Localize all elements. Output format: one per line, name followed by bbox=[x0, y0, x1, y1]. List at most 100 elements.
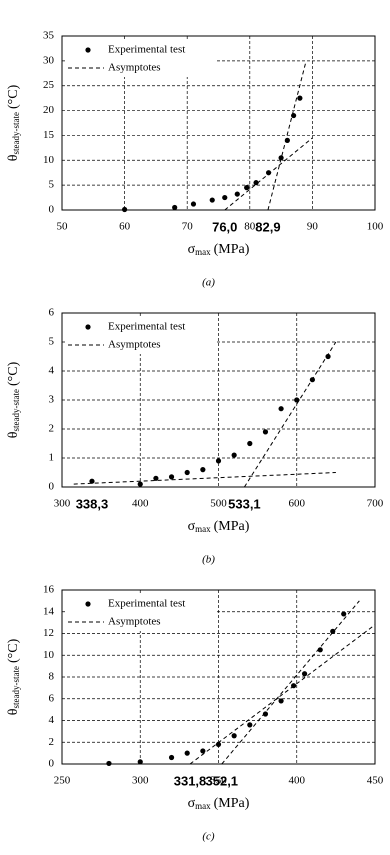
legend-label: Experimental test bbox=[108, 321, 185, 333]
data-point bbox=[231, 452, 237, 458]
y-tick-label: 6 bbox=[49, 692, 55, 704]
y-tick-label: 2 bbox=[49, 736, 55, 748]
y-tick-label: 4 bbox=[49, 365, 55, 377]
legend-label: Asymptotes bbox=[108, 339, 161, 351]
data-point bbox=[262, 711, 269, 717]
data-point bbox=[153, 475, 159, 481]
y-label-subscript: steady-state bbox=[11, 112, 21, 154]
data-point bbox=[215, 458, 222, 464]
annotation: 533,1 bbox=[228, 496, 261, 511]
legend-box bbox=[65, 593, 215, 631]
y-tick-label: 15 bbox=[43, 129, 55, 141]
data-point bbox=[168, 754, 175, 761]
x-tick-label: 400 bbox=[132, 498, 149, 510]
y-label-unit: (°C) bbox=[6, 84, 21, 109]
x-label-symbol: σ bbox=[188, 796, 196, 811]
legend-marker bbox=[85, 324, 91, 330]
x-tick-label: 90 bbox=[307, 221, 319, 233]
x-tick-label: 60 bbox=[119, 221, 131, 233]
data-point bbox=[106, 760, 112, 767]
x-tick-label: 70 bbox=[182, 221, 194, 233]
y-label-symbol: θ bbox=[6, 708, 21, 715]
data-point bbox=[137, 759, 143, 765]
annotation: 338,3 bbox=[76, 496, 109, 511]
y-tick-label: 5 bbox=[49, 336, 55, 348]
y-label-symbol: θ bbox=[6, 431, 21, 438]
data-point bbox=[284, 137, 290, 143]
x-tick-label: 250 bbox=[54, 775, 71, 787]
x-tick-label: 80 bbox=[244, 221, 256, 233]
y-label-subscript: steady-state bbox=[11, 389, 21, 431]
data-point bbox=[231, 733, 237, 739]
y-tick-label: 4 bbox=[49, 714, 55, 726]
data-point bbox=[172, 204, 178, 211]
data-point bbox=[168, 474, 175, 480]
x-axis-label: σmax (MPa) bbox=[188, 796, 250, 811]
y-tick-label: 10 bbox=[43, 154, 55, 166]
x-tick-label: 600 bbox=[289, 498, 306, 510]
data-point bbox=[200, 467, 206, 473]
data-point bbox=[190, 201, 197, 207]
y-tick-label: 25 bbox=[43, 79, 55, 91]
x-tick-label: 50 bbox=[57, 221, 69, 233]
y-tick-label: 0 bbox=[49, 204, 55, 216]
y-tick-label: 0 bbox=[49, 758, 55, 770]
x-tick-label: 300 bbox=[54, 498, 71, 510]
data-point bbox=[234, 191, 240, 197]
x-tick-label: 500 bbox=[210, 498, 227, 510]
data-point bbox=[247, 722, 253, 728]
data-point bbox=[291, 112, 297, 119]
plot-frame bbox=[61, 312, 376, 488]
legend-label: Asymptotes bbox=[108, 616, 161, 628]
data-point bbox=[200, 748, 206, 754]
data-point bbox=[244, 185, 250, 191]
x-tick-label: 350 bbox=[210, 775, 227, 787]
x-tick-label: 100 bbox=[367, 221, 384, 233]
y-axis-label: θsteady-state (°C) bbox=[6, 361, 21, 438]
data-point bbox=[278, 698, 284, 704]
caption: (a) bbox=[202, 277, 215, 289]
x-label-unit: (MPa) bbox=[214, 796, 250, 811]
y-tick-label: 2 bbox=[49, 423, 55, 435]
data-point bbox=[262, 429, 269, 435]
legend-label: Asymptotes bbox=[108, 62, 161, 74]
y-label-symbol: θ bbox=[6, 154, 21, 161]
data-point bbox=[215, 741, 222, 748]
y-label-subscript: steady-state bbox=[11, 666, 21, 708]
data-point bbox=[253, 180, 259, 186]
y-tick-label: 8 bbox=[49, 671, 55, 683]
x-tick-label: 400 bbox=[289, 775, 306, 787]
y-label-unit: (°C) bbox=[6, 361, 21, 386]
annotation: 76,0 bbox=[212, 219, 237, 234]
annotation: 82,9 bbox=[255, 219, 280, 234]
data-point bbox=[294, 397, 300, 403]
x-label-symbol: σ bbox=[188, 519, 196, 534]
legend-label: Experimental test bbox=[108, 44, 185, 56]
x-label-subscript: max bbox=[195, 524, 211, 534]
x-axis-label: σmax (MPa) bbox=[188, 519, 250, 534]
y-tick-label: 1 bbox=[49, 452, 55, 464]
data-point bbox=[184, 750, 190, 756]
data-point bbox=[89, 478, 95, 484]
x-label-unit: (MPa) bbox=[214, 519, 250, 534]
data-point bbox=[122, 206, 128, 213]
plot-frame bbox=[61, 589, 376, 765]
data-point bbox=[341, 611, 347, 617]
y-tick-label: 3 bbox=[49, 394, 55, 406]
data-point bbox=[330, 628, 336, 634]
y-tick-label: 5 bbox=[49, 179, 55, 191]
annotation: 331,8 bbox=[174, 773, 207, 788]
x-label-unit: (MPa) bbox=[214, 242, 250, 257]
data-point bbox=[247, 440, 253, 447]
y-label-unit: (°C) bbox=[6, 638, 21, 663]
y-tick-label: 35 bbox=[43, 30, 55, 42]
data-point bbox=[278, 155, 284, 161]
caption: (c) bbox=[202, 831, 215, 843]
y-tick-label: 16 bbox=[43, 584, 55, 596]
asymptote-line bbox=[73, 472, 336, 485]
y-tick-label: 14 bbox=[43, 605, 55, 617]
data-point bbox=[278, 406, 284, 412]
data-point bbox=[222, 194, 228, 201]
data-point bbox=[317, 647, 323, 653]
